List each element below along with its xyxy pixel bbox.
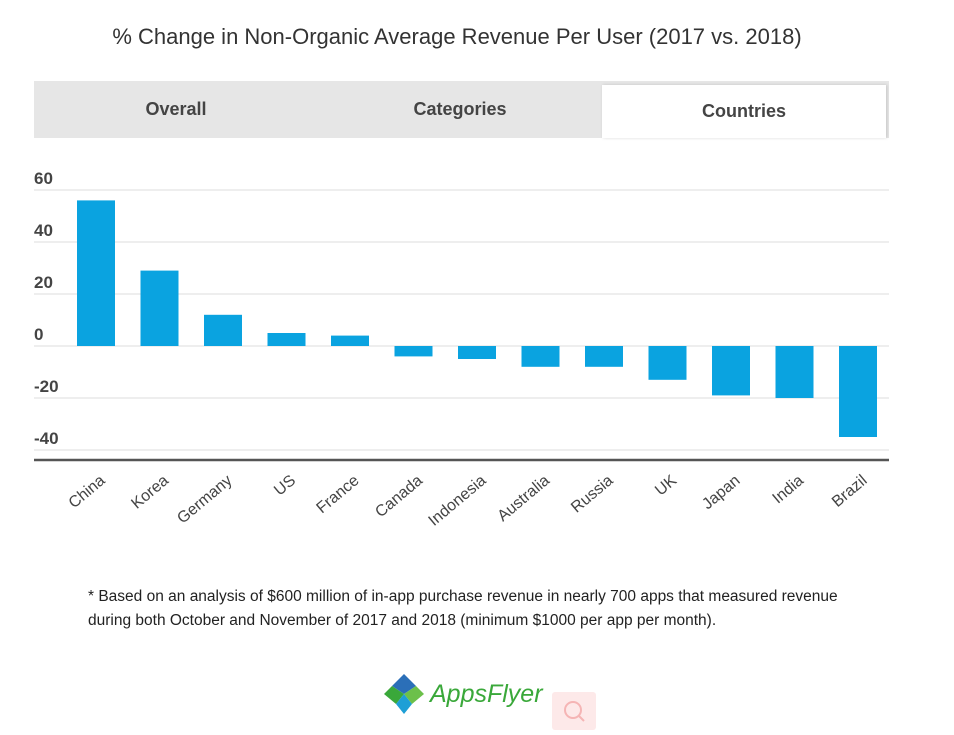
bar-chart: 60 40 20 0 -20 -40 China Korea Germany US France Ca… <box>34 169 889 530</box>
bar-germany[interactable] <box>204 314 242 346</box>
bar-india[interactable] <box>775 346 814 398</box>
x-tick-label: Korea <box>128 472 172 513</box>
y-tick-label: 0 <box>34 325 43 344</box>
x-tick-label: US <box>271 472 299 499</box>
bar-brazil[interactable] <box>839 346 877 437</box>
footnote: * Based on an analysis of $600 million o… <box>88 588 838 629</box>
x-tick-label: Japan <box>699 472 743 513</box>
x-tick-label: India <box>770 472 808 507</box>
x-tick-label: UK <box>652 472 680 500</box>
y-tick-label: 40 <box>34 221 53 240</box>
x-tick-label: Canada <box>372 472 426 521</box>
bar-us[interactable] <box>267 333 306 346</box>
x-tick-label: Brazil <box>829 472 871 511</box>
tab-categories[interactable]: Categories <box>413 99 507 119</box>
bar-korea[interactable] <box>140 270 179 346</box>
bar-australia[interactable] <box>521 346 560 367</box>
y-tick-label: 20 <box>34 273 53 292</box>
x-tick-label: Australia <box>494 472 553 525</box>
search-icon[interactable] <box>552 692 596 730</box>
chart-title: % Change in Non-Organic Average Revenue … <box>112 24 802 49</box>
y-tick-label: -40 <box>34 429 59 448</box>
bar-uk[interactable] <box>648 346 687 380</box>
bar-china[interactable] <box>77 200 115 346</box>
x-tick-label: France <box>313 472 362 517</box>
bar-russia[interactable] <box>585 346 623 367</box>
bar-france[interactable] <box>331 335 369 346</box>
bar-japan[interactable] <box>712 346 750 396</box>
tab-countries[interactable]: Countries <box>602 85 886 138</box>
x-tick-label: Russia <box>568 472 616 517</box>
x-tick-label: Germany <box>174 472 235 527</box>
appsflyer-logo-text: AppsFlyer <box>430 679 543 708</box>
bar-canada[interactable] <box>394 346 433 357</box>
x-tick-label: China <box>66 472 109 512</box>
y-tick-label: 60 <box>34 169 53 188</box>
bar-indonesia[interactable] <box>458 346 496 359</box>
y-tick-label: -20 <box>34 377 59 396</box>
tab-bar: Overall Categories Countries <box>34 81 889 138</box>
appsflyer-logo-icon <box>384 674 424 714</box>
tab-overall[interactable]: Overall <box>145 99 207 119</box>
x-tick-label: Indonesia <box>425 472 489 530</box>
appsflyer-logo: AppsFlyer <box>382 672 543 716</box>
